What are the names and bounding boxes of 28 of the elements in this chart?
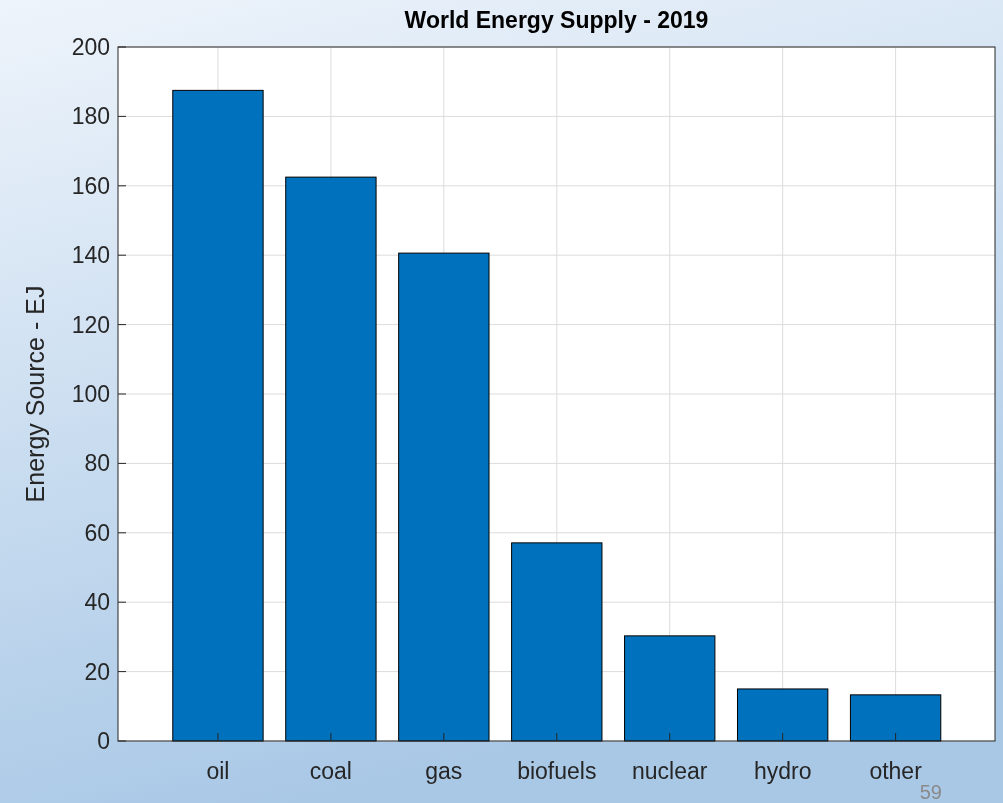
- bar: [285, 176, 377, 742]
- y-tick-label: 160: [71, 172, 110, 199]
- y-tick-label: 80: [84, 450, 110, 477]
- y-tick-label: 60: [84, 519, 110, 546]
- text: 59: [919, 781, 942, 803]
- x-tick-label: nuclear: [632, 758, 708, 784]
- x-tick-label: gas: [425, 758, 463, 784]
- bar: [736, 688, 829, 742]
- y-tick-label: 20: [84, 658, 110, 685]
- y-tick-label: 40: [84, 589, 110, 616]
- x-tick-label: other: [869, 758, 923, 784]
- x-tick-label: biofuels: [517, 758, 597, 784]
- y-tick-label: 140: [71, 242, 110, 269]
- y-axis-title: Energy Source - EJ: [21, 285, 49, 503]
- bar: [398, 252, 490, 742]
- x-tick-label: oil: [206, 758, 230, 784]
- y-tick-label: 0: [97, 728, 110, 755]
- x-tick-label: coal: [309, 758, 352, 784]
- bar: [172, 89, 264, 742]
- y-tick-label: 100: [71, 381, 110, 408]
- bar: [624, 635, 716, 742]
- y-tick-label: 180: [71, 103, 110, 130]
- chart-title: World Energy Supply - 2019: [404, 7, 709, 33]
- y-tick-label: 200: [71, 34, 110, 61]
- y-tick-label: 120: [71, 311, 110, 338]
- bar: [511, 542, 603, 742]
- bar: [849, 694, 942, 742]
- x-tick-label: hydro: [753, 758, 812, 784]
